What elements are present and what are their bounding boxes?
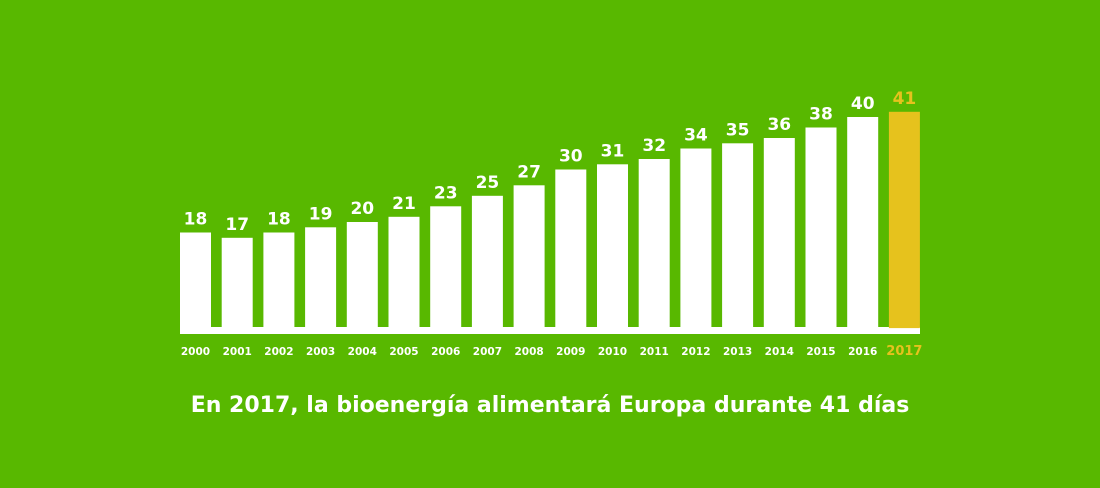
tick-label-2011: 2011 <box>640 346 669 358</box>
bar-2005 <box>388 216 420 329</box>
value-label-2016: 40 <box>851 94 875 114</box>
value-label-2004: 20 <box>350 199 374 219</box>
value-label-2012: 34 <box>684 126 708 146</box>
tick-label-2006: 2006 <box>431 346 460 358</box>
tick-label-2014: 2014 <box>765 346 794 358</box>
tick-label-2007: 2007 <box>473 346 502 358</box>
tick-label-2004: 2004 <box>348 346 377 358</box>
bar-2011 <box>638 159 670 328</box>
chart-baseline <box>180 327 920 334</box>
tick-label-2003: 2003 <box>306 346 335 358</box>
value-label-2003: 19 <box>309 204 333 224</box>
value-label-2008: 27 <box>517 162 541 182</box>
bar-2009 <box>555 169 587 328</box>
value-label-2013: 35 <box>726 120 750 140</box>
value-label-2009: 30 <box>559 147 583 167</box>
bar-2003 <box>305 227 337 329</box>
bar-2002 <box>263 232 295 328</box>
value-label-2000: 18 <box>184 210 208 230</box>
value-label-2001: 17 <box>225 215 249 235</box>
bar-2013 <box>722 143 754 329</box>
tick-label-2005: 2005 <box>389 346 418 358</box>
bar-2007 <box>471 195 503 329</box>
tick-label-2001: 2001 <box>223 346 252 358</box>
tick-label-2000: 2000 <box>181 346 210 358</box>
bar-2001 <box>221 237 253 329</box>
bar-2012 <box>680 148 712 328</box>
tick-label-2012: 2012 <box>681 346 710 358</box>
tick-label-2002: 2002 <box>264 346 293 358</box>
value-label-2010: 31 <box>601 141 625 161</box>
value-label-2002: 18 <box>267 210 291 230</box>
bar-2004 <box>346 222 378 328</box>
bar-2016 <box>847 117 879 328</box>
value-label-2015: 38 <box>809 105 833 125</box>
bar-2010 <box>597 164 628 329</box>
tick-label-2010: 2010 <box>598 346 627 358</box>
tick-label-2009: 2009 <box>556 346 585 358</box>
tick-label-2013: 2013 <box>723 346 752 358</box>
bar-2008 <box>513 185 545 329</box>
value-label-2006: 23 <box>434 183 458 203</box>
tick-label-2017: 2017 <box>886 344 922 359</box>
value-label-2007: 25 <box>476 173 500 193</box>
tick-label-2016: 2016 <box>848 346 877 358</box>
value-label-2014: 36 <box>767 115 791 135</box>
value-label-2005: 21 <box>392 194 416 214</box>
tick-label-2015: 2015 <box>806 346 835 358</box>
bar-2015 <box>805 127 837 328</box>
bar-2000 <box>180 232 211 328</box>
tick-label-2008: 2008 <box>514 346 543 358</box>
value-label-2011: 32 <box>642 136 666 156</box>
chart-caption: En 2017, la bioenergía alimentará Europa… <box>190 393 910 418</box>
value-label-2017: 41 <box>893 89 917 109</box>
bar-2014 <box>763 138 795 328</box>
bar-2006 <box>430 206 462 329</box>
bar-2017 <box>888 111 920 329</box>
